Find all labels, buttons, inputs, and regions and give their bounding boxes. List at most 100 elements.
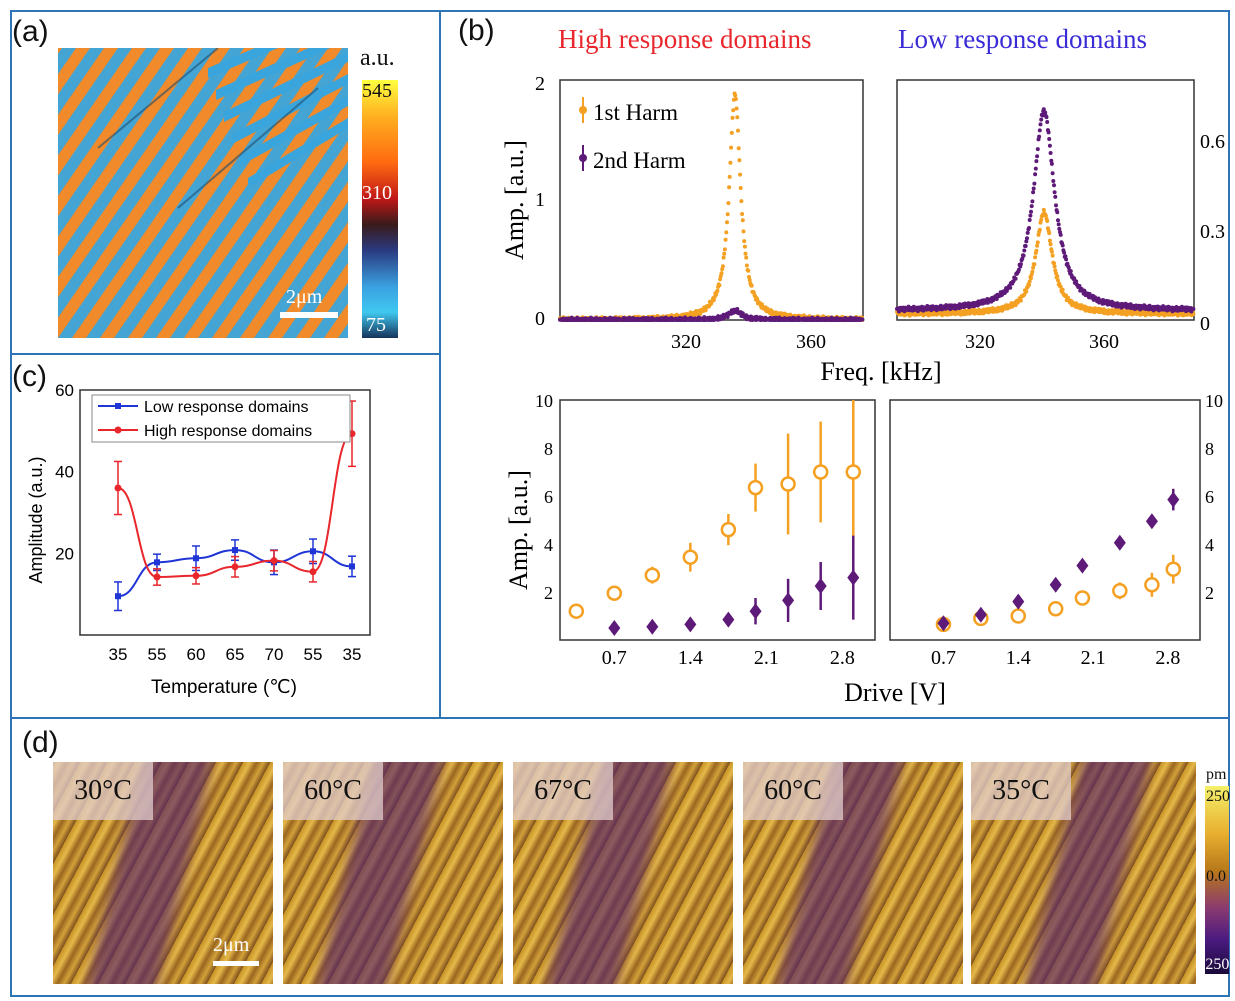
spectrum-point bbox=[1029, 276, 1033, 281]
domain-stripe bbox=[338, 323, 348, 338]
spectrum-point bbox=[1027, 218, 1032, 222]
spectrum-point bbox=[1030, 199, 1035, 204]
spectrum-point bbox=[738, 186, 743, 190]
panel-c-ylabel: Amplitude (a.u.) bbox=[26, 456, 46, 583]
data-point bbox=[845, 464, 862, 480]
spectrum-point bbox=[1063, 254, 1068, 259]
drive-tick-labels: 10 10 8 8 6 6 4 4 2 2 0.7 0.7 1.4 1.4 2.1 2.1 2.8 2.8 bbox=[535, 391, 1223, 669]
data-point bbox=[114, 484, 122, 492]
spectrum-point bbox=[1034, 159, 1039, 164]
spectrum-point bbox=[1046, 130, 1051, 135]
spectrum-point bbox=[724, 230, 729, 235]
tick-label: 55 bbox=[148, 645, 167, 664]
panel-c-label: (c) bbox=[12, 360, 47, 393]
spectrum-point bbox=[1047, 238, 1052, 243]
tick-label: 2 bbox=[1205, 583, 1214, 603]
legend-low: Low response domains bbox=[144, 399, 309, 416]
pfm-image: 35°C bbox=[971, 762, 1196, 984]
data-point bbox=[644, 567, 661, 583]
amp-axis-label-bottom: Amp. [a.u.] bbox=[504, 470, 533, 590]
data-point bbox=[1145, 513, 1158, 530]
data-point bbox=[1047, 601, 1064, 617]
data-point bbox=[309, 568, 317, 576]
legend-1st-harm: 1st Harm bbox=[593, 100, 678, 125]
spectrum-point bbox=[747, 278, 752, 282]
spectrum-point bbox=[726, 201, 731, 206]
spectrum-point bbox=[1039, 217, 1044, 222]
spectrum-point bbox=[1037, 134, 1042, 139]
spectrum-point bbox=[1044, 115, 1049, 120]
tick-label: 0.7 bbox=[931, 647, 956, 669]
temperature-amplitude-plot bbox=[114, 400, 356, 612]
tick-label: 1.4 bbox=[678, 647, 703, 669]
data-point bbox=[812, 464, 829, 480]
spectrum-point bbox=[1041, 207, 1046, 212]
data-point bbox=[232, 547, 238, 554]
spectrum-point bbox=[1016, 267, 1021, 272]
panel-b-label: (b) bbox=[458, 14, 495, 47]
spectrum-point bbox=[1033, 172, 1038, 177]
domain-stripe bbox=[226, 161, 348, 338]
pfm-scale-bar-label: 2μm bbox=[213, 934, 250, 956]
spectrum-point bbox=[740, 218, 745, 223]
spectrum-point bbox=[730, 115, 735, 120]
data-point bbox=[974, 606, 987, 623]
spectrum-point bbox=[743, 251, 748, 256]
tick-label: 10 bbox=[535, 391, 553, 411]
pfm-image: 60°C bbox=[743, 762, 963, 984]
domain-stripe bbox=[86, 48, 300, 338]
spectrum-point bbox=[722, 247, 727, 252]
domain-stripe bbox=[58, 48, 244, 318]
tick-label: 0 bbox=[1200, 313, 1210, 335]
spectrum-point bbox=[739, 199, 744, 204]
spectrum-point bbox=[1052, 183, 1056, 188]
spectrum-point bbox=[742, 239, 747, 244]
scale-bar-line bbox=[280, 312, 338, 318]
data-point bbox=[115, 593, 121, 600]
temperature-label: 30°C bbox=[53, 762, 153, 820]
spectrum-point bbox=[744, 255, 749, 260]
temperature-label: 35°C bbox=[971, 762, 1071, 820]
spectrum-point bbox=[1035, 243, 1040, 248]
panel-d-label: (d) bbox=[22, 726, 59, 759]
pfm-scale-bar-line bbox=[213, 961, 259, 966]
data-point bbox=[782, 592, 795, 609]
data-point bbox=[153, 573, 161, 581]
spectrum-point bbox=[1027, 279, 1032, 284]
spectrum-point bbox=[725, 315, 730, 320]
spectrum-point bbox=[747, 275, 751, 279]
tick-label: 2.8 bbox=[1155, 647, 1180, 669]
spectrum-point bbox=[1032, 262, 1037, 267]
spectrum-point bbox=[719, 271, 724, 276]
tick-label: 35 bbox=[109, 645, 128, 664]
data-point bbox=[1074, 590, 1091, 606]
spectrum-point bbox=[740, 212, 745, 216]
spectrum-point bbox=[1020, 256, 1025, 261]
data-point bbox=[1012, 593, 1025, 610]
spectrum-point bbox=[1018, 298, 1023, 303]
tick-label: 0.7 bbox=[602, 647, 627, 669]
panel-c-axes bbox=[79, 389, 371, 636]
spectrum-point bbox=[1052, 261, 1056, 266]
spectrum-point bbox=[1038, 122, 1043, 127]
domain-stripe bbox=[58, 48, 160, 196]
spectrum-point bbox=[1024, 239, 1029, 244]
data-point bbox=[568, 603, 585, 619]
spectrum-point bbox=[718, 277, 723, 282]
tick-label: 2 bbox=[535, 73, 545, 95]
spectrum-point bbox=[736, 146, 741, 151]
spectrum-point bbox=[737, 158, 742, 163]
domain-map-svg bbox=[58, 48, 348, 338]
data-point bbox=[814, 578, 827, 594]
drive-axis-label: Drive [V] bbox=[844, 678, 946, 707]
panel-b-charts: 2 1 0 0.6 0.3 0 320 360 320 360 Freq. [k… bbox=[500, 73, 1225, 707]
spectrum-point bbox=[1045, 120, 1050, 124]
spectrum-point bbox=[703, 308, 708, 313]
tick-label: 2.1 bbox=[754, 647, 779, 669]
data-point bbox=[937, 615, 950, 632]
spectrum-point bbox=[731, 108, 736, 113]
pfm-colorbar-max: 250 bbox=[1206, 788, 1230, 805]
tick-label: 0.6 bbox=[1200, 131, 1225, 153]
tick-label: 65 bbox=[226, 645, 245, 664]
tick-label: 20 bbox=[55, 544, 74, 563]
